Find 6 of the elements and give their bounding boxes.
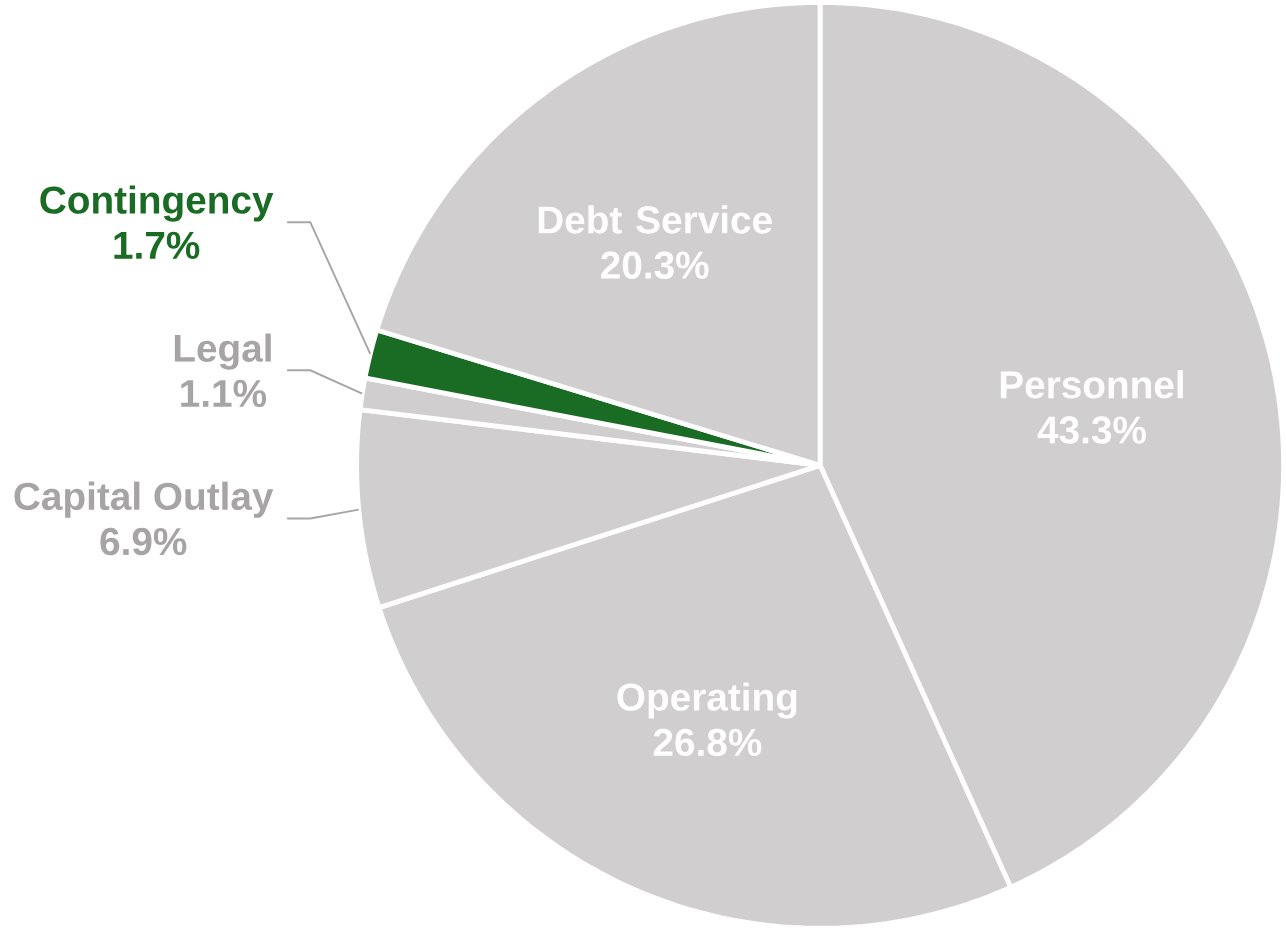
data-label: 1.7% xyxy=(114,231,200,260)
slice-label: Contingency xyxy=(40,185,274,222)
slice-label: Capital Outlay xyxy=(14,481,274,518)
data-label: 1.1% xyxy=(181,380,267,408)
data-label: 6.9% xyxy=(100,528,187,556)
slice-label: Legal xyxy=(174,333,271,370)
